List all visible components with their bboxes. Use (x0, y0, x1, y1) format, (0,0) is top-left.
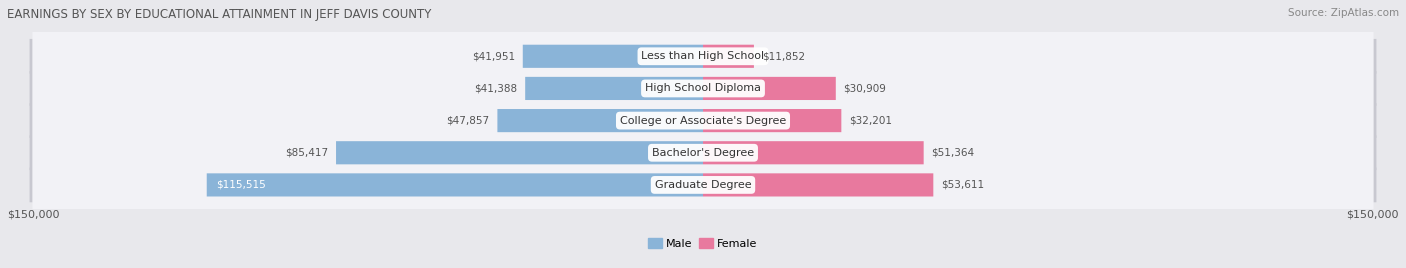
Text: $53,611: $53,611 (941, 180, 984, 190)
Text: $150,000: $150,000 (7, 210, 59, 220)
FancyBboxPatch shape (207, 173, 703, 196)
FancyBboxPatch shape (703, 77, 835, 100)
FancyBboxPatch shape (32, 0, 1374, 268)
FancyBboxPatch shape (336, 141, 703, 164)
FancyBboxPatch shape (30, 135, 1376, 170)
FancyBboxPatch shape (30, 103, 1376, 138)
FancyBboxPatch shape (32, 0, 1374, 268)
Legend: Male, Female: Male, Female (644, 233, 762, 253)
FancyBboxPatch shape (703, 141, 924, 164)
Text: $51,364: $51,364 (931, 148, 974, 158)
Text: $115,515: $115,515 (217, 180, 266, 190)
FancyBboxPatch shape (703, 109, 841, 132)
FancyBboxPatch shape (526, 77, 703, 100)
Text: $47,857: $47,857 (447, 116, 489, 126)
Text: $30,909: $30,909 (844, 83, 886, 94)
FancyBboxPatch shape (30, 168, 1376, 202)
Text: EARNINGS BY SEX BY EDUCATIONAL ATTAINMENT IN JEFF DAVIS COUNTY: EARNINGS BY SEX BY EDUCATIONAL ATTAINMEN… (7, 8, 432, 21)
Text: Source: ZipAtlas.com: Source: ZipAtlas.com (1288, 8, 1399, 18)
Text: Graduate Degree: Graduate Degree (655, 180, 751, 190)
FancyBboxPatch shape (523, 45, 703, 68)
Text: $11,852: $11,852 (762, 51, 804, 61)
Text: $32,201: $32,201 (849, 116, 891, 126)
Text: $150,000: $150,000 (1347, 210, 1399, 220)
FancyBboxPatch shape (498, 109, 703, 132)
Text: Bachelor's Degree: Bachelor's Degree (652, 148, 754, 158)
Text: $41,951: $41,951 (472, 51, 515, 61)
FancyBboxPatch shape (703, 45, 754, 68)
Text: Less than High School: Less than High School (641, 51, 765, 61)
FancyBboxPatch shape (32, 0, 1374, 268)
FancyBboxPatch shape (30, 71, 1376, 106)
FancyBboxPatch shape (32, 0, 1374, 268)
FancyBboxPatch shape (30, 39, 1376, 74)
Text: $41,388: $41,388 (474, 83, 517, 94)
Text: College or Associate's Degree: College or Associate's Degree (620, 116, 786, 126)
Text: $85,417: $85,417 (285, 148, 329, 158)
FancyBboxPatch shape (703, 173, 934, 196)
Text: High School Diploma: High School Diploma (645, 83, 761, 94)
FancyBboxPatch shape (32, 0, 1374, 268)
